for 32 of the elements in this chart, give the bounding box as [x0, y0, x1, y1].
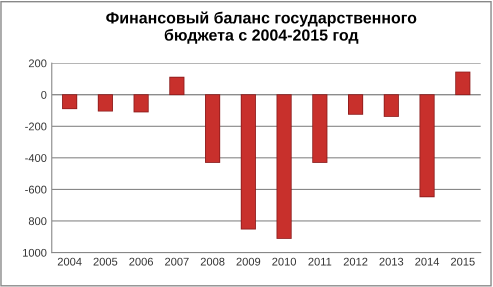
- x-tick-label: 2006: [129, 258, 153, 266]
- y-tick-label: 0: [41, 90, 46, 99]
- y-tick-label: -600: [25, 186, 46, 194]
- bar: [455, 72, 470, 96]
- x-tick-label: 2011: [308, 258, 332, 266]
- x-tick-label: 2009: [236, 258, 260, 266]
- x-tick-label: 2007: [165, 258, 189, 266]
- bar: [98, 94, 113, 112]
- bar: [312, 94, 328, 163]
- chart-title: Финансовый баланс государственного бюджета с 2004-2015 год: [106, 11, 416, 44]
- bar: [134, 94, 149, 112]
- x-tick-label: 2014: [415, 258, 440, 266]
- y-tick-label: 200: [28, 59, 46, 68]
- bar: [276, 94, 292, 239]
- bar: [205, 94, 220, 163]
- y-tick-label: -400: [25, 154, 46, 162]
- x-tick-label: 2010: [272, 258, 296, 266]
- bar: [169, 76, 184, 96]
- bar: [384, 94, 399, 117]
- x-tick-label: 2008: [200, 258, 224, 266]
- x-tick-label: 2005: [94, 258, 118, 266]
- x-tick-label: 2004: [58, 258, 82, 266]
- x-tick-label: 2015: [451, 258, 475, 266]
- bar: [240, 94, 256, 230]
- bar: [419, 94, 435, 198]
- y-tick-label: 1000: [23, 248, 46, 257]
- x-tick-label: 2013: [380, 258, 404, 266]
- bar: [348, 94, 364, 115]
- x-tick-label: 2012: [344, 258, 368, 266]
- y-tick-label: 800: [28, 217, 46, 226]
- y-tick-label: -200: [25, 122, 46, 130]
- bar: [62, 94, 78, 110]
